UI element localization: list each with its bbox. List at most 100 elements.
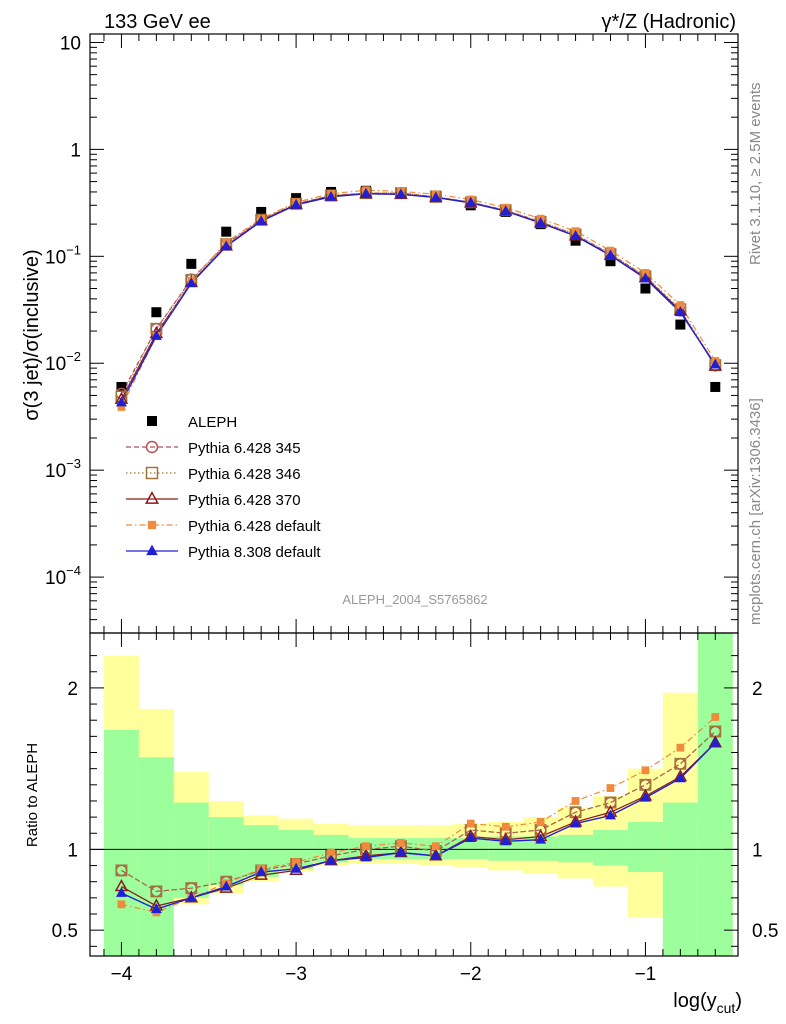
main-point-p8def-12 (535, 217, 547, 227)
band-inner-0 (103, 729, 139, 956)
x-tick-label-3: −1 (635, 964, 657, 985)
ratio-point-p8def-8 (395, 846, 407, 857)
ratio-point-p6def-16 (676, 743, 685, 752)
ratio-point-p6def-11 (501, 822, 510, 831)
ratio-point-p8def-9 (430, 849, 442, 860)
main-point-p8def-1 (150, 329, 162, 340)
main-point-data-17 (710, 381, 721, 392)
main-point-p8def-14 (605, 249, 616, 260)
ratio-point-p6def-8 (397, 839, 405, 847)
ratio-point-p6def-12 (536, 818, 545, 826)
ratio-point-p6def-9 (431, 842, 440, 851)
ratio-point-p6def-14 (606, 784, 615, 792)
ratio-point-p346-16 (674, 757, 687, 770)
band-inner-15 (627, 821, 663, 873)
ratio-point-p6def-7 (362, 842, 370, 851)
band-inner-13 (558, 834, 594, 863)
ratio-y-tick-label-right-1: 1 (752, 840, 763, 861)
ratio-point-p8def-5 (290, 862, 302, 873)
band-inner-16 (662, 802, 698, 956)
legend-label-p6def: Pythia 6.428 default (188, 518, 321, 535)
ratio-point-p8def-1 (150, 903, 162, 914)
main-point-p8def-7 (360, 187, 372, 198)
legend-marker-p8def (146, 544, 158, 556)
main-point-p8def-9 (430, 191, 442, 202)
band-inner-10 (453, 838, 489, 860)
main-ylabel: σ(3 jet)/σ(inclusive) (21, 249, 43, 420)
ratio-point-p6def-0 (117, 900, 126, 909)
main-y-tick-label-0: 10 (60, 33, 81, 54)
main-line-p346 (120, 192, 716, 397)
ratio-point-p346-0 (115, 864, 128, 877)
main-line-p345 (120, 192, 716, 394)
main-y-tick-label-4: 10−3 (45, 456, 81, 482)
ratio-point-p8def-6 (325, 854, 337, 865)
legend-label-data: ALEPH (188, 414, 237, 431)
main-y-tick-label-5: 10−4 (45, 563, 81, 589)
main-y-tick-label-2: 10−1 (45, 242, 81, 268)
main-point-data-15 (640, 283, 651, 294)
legend-label-p370: Pythia 6.428 370 (188, 492, 301, 509)
ratio-frame (89, 632, 739, 957)
main-point-p8def-10 (465, 196, 477, 207)
ratio-point-p8def-10 (465, 832, 477, 843)
ratio-point-p8def-11 (500, 835, 512, 846)
ratio-point-p6def-10 (466, 819, 475, 828)
main-point-p6def-16 (676, 301, 685, 309)
ratio-point-p8def-12 (535, 833, 547, 844)
ratio-point-p8def-0 (115, 887, 127, 897)
main-point-p8def-8 (395, 188, 407, 199)
legend-marker-p6def (147, 520, 157, 530)
legend: ALEPH Pythia 6.428 345 Pythia 6.428 346 Pyt… (126, 414, 321, 561)
ratio-y-tick-label-right-2: 0.5 (752, 921, 778, 942)
ratio-point-p8def-7 (360, 851, 372, 862)
band-inner-2 (173, 802, 209, 898)
main-point-p6def-0 (117, 403, 126, 411)
ratio-point-p6def-15 (641, 766, 650, 775)
main-point-p8def-16 (674, 306, 686, 317)
x-tick-label-2: −2 (460, 964, 482, 985)
legend-marker-data (147, 416, 157, 426)
ratio-ylabel: Ratio to ALEPH (24, 743, 41, 847)
legend-marker-p370 (144, 491, 160, 504)
legend-label-p8def: Pythia 8.308 default (188, 544, 321, 561)
legend-marker-p345 (145, 440, 159, 454)
mcplots-label: mcplots.cern.ch [arXiv:1306.3436] (747, 398, 764, 625)
main-point-data-1 (151, 307, 162, 318)
main-line-p8def (120, 193, 716, 403)
main-line-p370 (120, 193, 716, 400)
axes: 10 1 10−1 10−2 10−3 10−4 −4 −3 −2 −1 2 2 1 1 0.5 0.5 (45, 33, 778, 985)
main-point-p8def-17 (709, 358, 721, 369)
ratio-point-p8def-14 (605, 809, 616, 820)
ratio-point-p6def-17 (711, 713, 720, 721)
legend-label-p346: Pythia 6.428 346 (188, 466, 301, 483)
main-point-data-16 (675, 319, 686, 330)
band-inner-1 (138, 757, 174, 956)
legend-marker-p346 (145, 466, 159, 480)
ratio-point-p8def-16 (674, 772, 686, 783)
main-point-p8def-3 (220, 240, 232, 251)
legend-label-p345: Pythia 6.428 345 (188, 440, 301, 457)
main-point-p8def-2 (185, 277, 197, 288)
main-point-p8def-0 (115, 396, 127, 407)
ratio-point-p8def-2 (185, 891, 197, 902)
main-point-data-13 (570, 235, 581, 246)
x-tick-label-0: −4 (111, 964, 133, 985)
series-markers (114, 185, 723, 917)
ratio-point-p346-1 (150, 885, 163, 898)
main-point-p8def-15 (639, 272, 651, 283)
main-point-data-4 (256, 206, 267, 217)
ratio-y-tick-label-left-0: 2 (67, 679, 78, 700)
ratio-line-p6def (121, 716, 716, 914)
main-point-p8def-6 (325, 190, 337, 201)
band-inner-14 (593, 830, 628, 866)
ratio-y-tick-label-left-2: 0.5 (52, 921, 78, 942)
header-right: γ*/Z (Hadronic) (602, 11, 736, 33)
main-point-p8def-5 (290, 198, 302, 209)
main-point-data-3 (221, 226, 232, 237)
band-inner-3 (208, 817, 244, 885)
band-inner-17 (697, 633, 733, 956)
ratio-uncertainty-bands (90, 633, 738, 956)
main-point-data-14 (605, 256, 616, 267)
